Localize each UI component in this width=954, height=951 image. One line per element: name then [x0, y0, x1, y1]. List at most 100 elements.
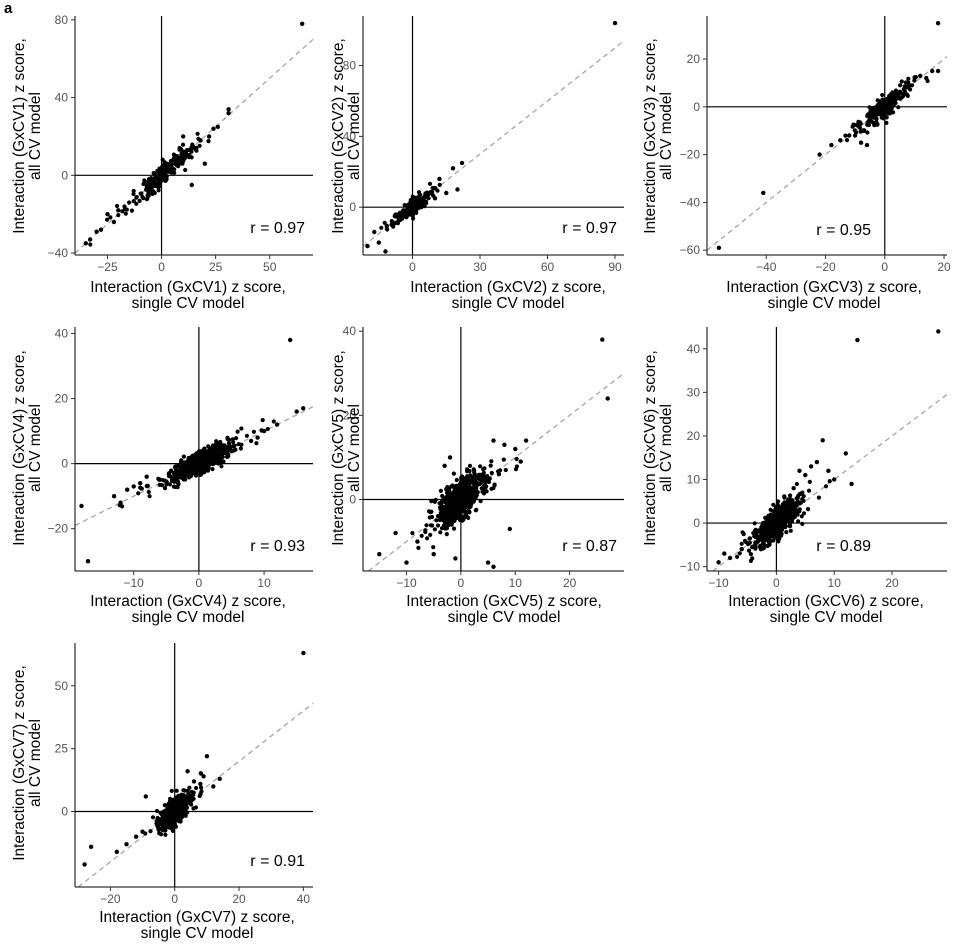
data-point: [288, 337, 293, 343]
data-point: [202, 161, 207, 166]
data-point: [735, 554, 740, 559]
data-point: [737, 551, 742, 556]
data-point: [458, 484, 463, 490]
data-point: [791, 486, 796, 491]
data-point: [200, 466, 205, 471]
y-tick-label: −10: [680, 560, 701, 574]
data-point: [877, 99, 883, 104]
data-point: [150, 815, 156, 820]
data-point: [176, 463, 181, 468]
x-tick-label: 25: [209, 260, 223, 274]
data-point: [759, 534, 764, 539]
data-point: [416, 545, 421, 551]
data-point: [171, 819, 176, 825]
data-point: [183, 167, 188, 173]
data-point: [865, 122, 870, 127]
data-point: [891, 110, 896, 115]
data-point: [776, 523, 782, 528]
data-point: [503, 467, 508, 473]
y-axis-title-line-1: Interaction (GxCV6) z score,: [642, 350, 659, 546]
data-point: [79, 503, 84, 509]
data-point: [145, 483, 150, 488]
data-point: [124, 842, 129, 847]
data-point: [716, 245, 722, 250]
data-point: [882, 112, 887, 118]
data-point: [492, 482, 497, 487]
data-point: [185, 799, 190, 804]
data-point: [194, 454, 200, 459]
data-point: [230, 437, 235, 442]
data-point: [895, 90, 900, 95]
data-point: [854, 122, 859, 128]
data-point: [138, 481, 143, 486]
data-point: [182, 808, 187, 813]
data-point: [518, 459, 523, 464]
data-point: [788, 493, 793, 498]
data-point: [166, 471, 172, 476]
x-tick-label: −20: [815, 260, 836, 274]
x-axis-title-line-1: Interaction (GxCV3) z score,: [726, 279, 922, 296]
data-point: [133, 834, 139, 839]
data-point: [156, 185, 161, 190]
data-point: [450, 483, 455, 488]
data-point: [612, 20, 618, 26]
data-point: [177, 803, 182, 808]
data-point: [198, 771, 203, 776]
data-point: [488, 463, 493, 468]
data-point: [209, 456, 214, 461]
data-point: [764, 535, 769, 541]
data-point: [193, 464, 198, 469]
data-point: [739, 547, 744, 552]
data-point: [457, 517, 463, 523]
data-point: [148, 829, 153, 834]
data-point: [168, 815, 173, 820]
data-point: [194, 473, 199, 478]
data-point: [176, 161, 181, 166]
data-point: [771, 502, 776, 507]
data-point: [165, 163, 170, 168]
data-point: [83, 241, 89, 246]
y-tick-label: 20: [687, 52, 701, 66]
data-point: [843, 133, 848, 138]
scatter-panel-gxcv4: −10 0 10 −20 0 20 40 r = 0.93 Interaction (GxC…: [11, 327, 313, 626]
data-point: [179, 795, 184, 800]
data-point: [384, 223, 389, 228]
data-point: [438, 488, 443, 493]
data-point: [768, 515, 773, 520]
data-point: [198, 792, 203, 797]
data-point: [478, 464, 483, 469]
y-axis-title-line-2: all CV model: [346, 92, 363, 180]
correlation-label: r = 0.89: [816, 538, 871, 555]
y-tick-label: 80: [343, 59, 357, 73]
data-point: [162, 486, 168, 491]
data-point: [168, 158, 173, 164]
data-point: [181, 454, 186, 459]
data-point: [160, 812, 165, 817]
data-point: [82, 862, 87, 867]
x-tick-label: 20: [885, 576, 899, 590]
data-point: [829, 142, 834, 148]
data-point: [393, 214, 398, 219]
data-point: [184, 461, 189, 467]
data-point: [779, 515, 784, 520]
x-tick-label: 0: [881, 260, 888, 274]
x-axis-title-line-1: Interaction (GxCV4) z score,: [90, 593, 286, 610]
data-point: [189, 145, 194, 150]
x-tick-label: 0: [171, 892, 178, 906]
data-point: [485, 560, 491, 565]
data-point: [801, 511, 807, 516]
data-point: [752, 544, 757, 549]
data-point: [382, 220, 387, 225]
data-point: [206, 444, 211, 449]
x-tick-label: 20: [563, 576, 577, 590]
x-tick-label: 0: [773, 576, 780, 590]
y-tick-label: 20: [687, 429, 701, 443]
correlation-label: r = 0.93: [250, 538, 305, 555]
data-point: [800, 497, 805, 502]
x-axis-title-line-2: single CV model: [141, 925, 254, 942]
data-point: [790, 516, 795, 522]
data-point: [156, 178, 161, 183]
data-point: [402, 203, 407, 208]
x-axis-title-line-2: single CV model: [132, 295, 245, 312]
data-point: [799, 514, 804, 519]
